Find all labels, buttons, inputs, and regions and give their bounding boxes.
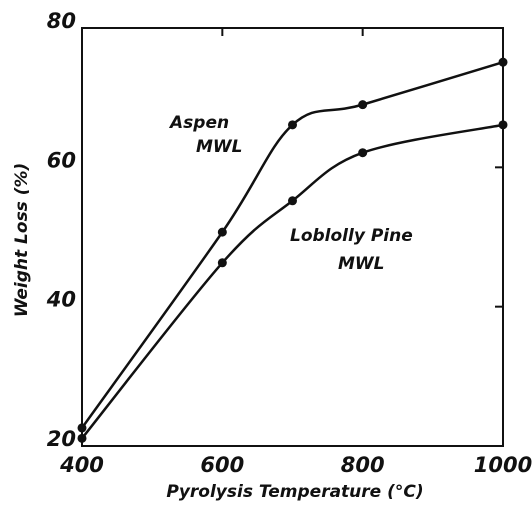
annotation: Loblolly Pine bbox=[290, 226, 413, 246]
point bbox=[217, 258, 227, 268]
point bbox=[498, 57, 508, 67]
y-tick-label: 40 bbox=[46, 288, 76, 312]
annotation: MWL bbox=[338, 254, 385, 274]
series-line bbox=[81, 123, 504, 440]
x-tick-label: 1000 bbox=[474, 453, 532, 477]
point bbox=[77, 423, 87, 433]
point bbox=[288, 120, 297, 130]
y-tick-label: 20 bbox=[47, 427, 76, 451]
annotation: MWL bbox=[196, 137, 243, 157]
point bbox=[358, 100, 368, 110]
point bbox=[77, 433, 87, 443]
point bbox=[217, 227, 227, 237]
x-tick-label: 800 bbox=[341, 453, 385, 477]
point bbox=[358, 148, 368, 158]
y-axis-label: Weight Loss (%) bbox=[12, 163, 32, 318]
y-tick-label: 60 bbox=[47, 148, 76, 172]
plot-frame bbox=[81, 27, 504, 447]
x-tick-label: 400 bbox=[59, 453, 104, 477]
series-line bbox=[80, 60, 504, 429]
x-axis-label: Pyrolysis Temperature (°C) bbox=[166, 482, 423, 502]
x-tick-label: 600 bbox=[200, 453, 244, 477]
point bbox=[288, 196, 297, 206]
y-tick-label: 80 bbox=[47, 9, 76, 33]
point bbox=[498, 120, 508, 130]
annotation: Aspen bbox=[168, 113, 229, 133]
